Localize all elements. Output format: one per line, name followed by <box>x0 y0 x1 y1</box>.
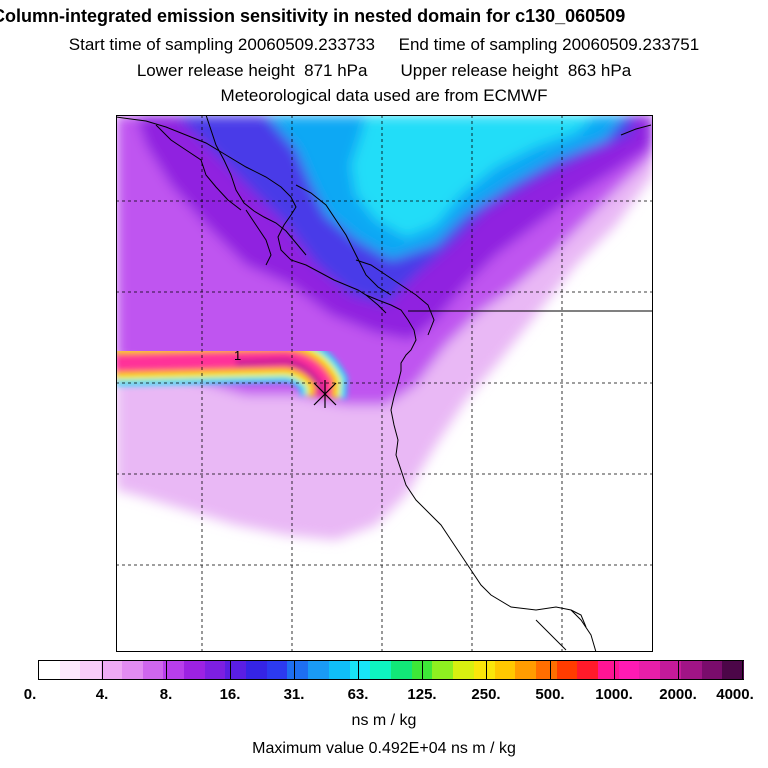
max-value-label: Maximum value <box>252 740 365 757</box>
colorbar-cell <box>370 661 392 679</box>
colorbar-cell <box>204 661 226 679</box>
colorbar-units: ns m / kg <box>351 712 417 729</box>
colorbar-tick-label: 63. <box>347 686 369 703</box>
colorbar-tick-mark <box>293 660 295 680</box>
colorbar-cell <box>142 661 164 679</box>
release-point-marker <box>313 380 337 408</box>
colorbar-cell <box>391 661 413 679</box>
colorbar-cell <box>163 661 185 679</box>
colorbar-cell <box>39 661 61 679</box>
colorbar-cell <box>432 661 454 679</box>
colorbar-cell <box>722 661 744 679</box>
colorbar-cell <box>225 661 247 679</box>
colorbar-tick-label: 125. <box>407 686 437 703</box>
colorbar-cell <box>121 661 144 679</box>
colorbar-tick-label: 500. <box>535 686 565 703</box>
colorbar-cell <box>701 661 723 679</box>
colorbar-tick-label: 31. <box>283 686 305 703</box>
colorbar-cell <box>101 661 123 679</box>
colorbar-cell <box>183 661 206 679</box>
map-frame <box>116 115 653 652</box>
colorbar-tick-mark <box>741 660 743 680</box>
start-time-value: 20060509.233733 <box>237 35 376 54</box>
end-time-label: End time of sampling <box>398 35 558 54</box>
coastlines <box>116 115 652 652</box>
sensitivity-map: 1 <box>116 115 653 652</box>
upper-release-value: 863 hPa <box>567 61 632 80</box>
colorbar-tick-label: 0. <box>23 686 37 703</box>
colorbar-cell <box>598 661 620 679</box>
colorbar-tick-mark <box>613 660 615 680</box>
colorbar-tick-label: 250. <box>471 686 501 703</box>
colorbar-cell <box>680 661 703 679</box>
colorbar-cell <box>577 661 599 679</box>
colorbar-cell <box>349 661 371 679</box>
colorbar-tick-label: 1000. <box>595 686 633 703</box>
colorbar-cell <box>266 661 289 679</box>
colorbar-tick-mark <box>101 660 103 680</box>
max-value: 0.492E+04 ns m / kg <box>368 740 516 757</box>
colorbar-tick-mark <box>229 660 231 680</box>
colorbar <box>38 660 744 680</box>
borders <box>365 294 653 314</box>
release-marker-label: 1 <box>234 348 241 363</box>
end-time-value: 20060509.233751 <box>562 35 700 54</box>
colorbar-cell <box>59 661 81 679</box>
colorbar-tick-mark <box>165 660 167 680</box>
colorbar-cell <box>246 661 268 679</box>
colorbar-cell <box>80 661 102 679</box>
colorbar-cell <box>328 661 351 679</box>
colorbar-tick-label: 4. <box>95 686 109 703</box>
colorbar-cell <box>494 661 516 679</box>
colorbar-tick-mark <box>549 660 551 680</box>
sampling-times: Start time of sampling 20060509.233733 E… <box>0 35 768 55</box>
met-data-note: Meteorological data used are from ECMWF <box>220 86 548 105</box>
colorbar-cell <box>515 661 537 679</box>
colorbar-cell <box>308 661 330 679</box>
colorbar-cell <box>660 661 682 679</box>
colorbar-cell <box>639 661 661 679</box>
upper-release-label: Upper release height <box>400 61 559 80</box>
colorbar-tick-mark <box>357 660 359 680</box>
colorbar-tick-label: 4000. <box>716 686 754 703</box>
colorbar-cell <box>453 661 475 679</box>
colorbar-tick-label: 16. <box>219 686 241 703</box>
colorbar-tick-mark <box>485 660 487 680</box>
colorbar-cell <box>473 661 496 679</box>
colorbar-cell <box>535 661 558 679</box>
colorbar-tick-mark <box>677 660 679 680</box>
plume-band <box>116 335 348 399</box>
colorbar-tick-label: 2000. <box>659 686 697 703</box>
colorbar-tick-mark <box>421 660 423 680</box>
colorbar-tick-label: 8. <box>159 686 173 703</box>
sensitivity-field-cyan <box>351 115 596 237</box>
plot-title: Column-integrated emission sensitivity i… <box>0 6 626 26</box>
release-heights: Lower release height 871 hPa Upper relea… <box>0 61 768 81</box>
colorbar-tick-mark <box>37 660 39 680</box>
colorbar-cell <box>287 661 309 679</box>
colorbar-cell <box>618 661 641 679</box>
max-value-line: Maximum value 0.492E+04 ns m / kg <box>0 740 768 758</box>
start-time-label: Start time of sampling <box>68 35 234 54</box>
lower-release-value: 871 hPa <box>304 61 368 80</box>
lower-release-label: Lower release height <box>136 61 295 80</box>
colorbar-cell <box>556 661 578 679</box>
